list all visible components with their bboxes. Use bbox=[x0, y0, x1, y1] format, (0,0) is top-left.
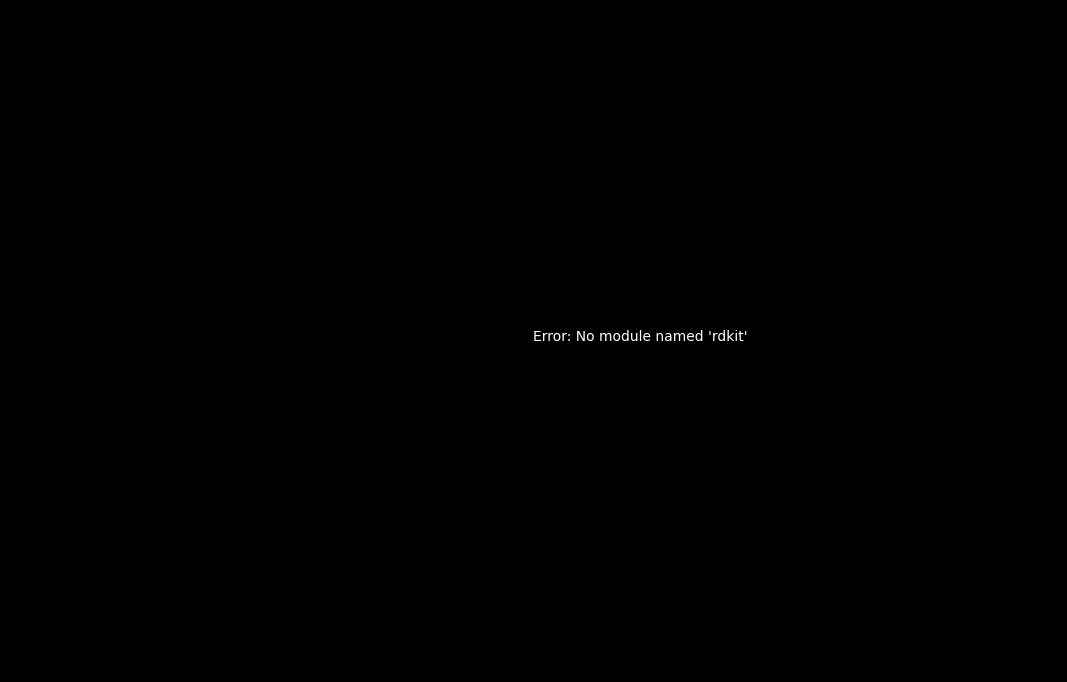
Text: Error: No module named 'rdkit': Error: No module named 'rdkit' bbox=[534, 330, 748, 344]
